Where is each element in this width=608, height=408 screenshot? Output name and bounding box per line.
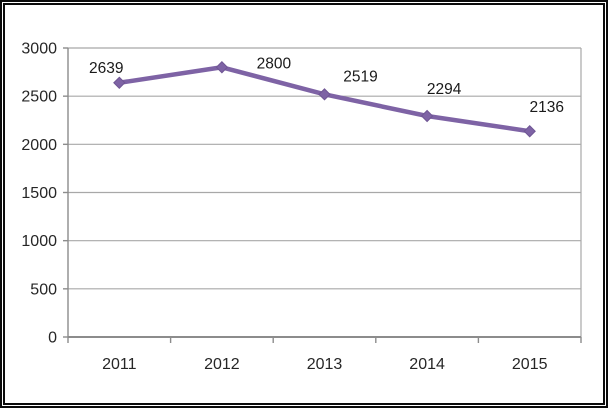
data-label: 2800 [257, 55, 292, 72]
data-label: 2519 [343, 68, 377, 85]
y-tick-label: 1500 [21, 185, 57, 202]
data-point-marker [420, 109, 434, 123]
x-tick-label: 2013 [307, 356, 343, 373]
y-tick-label: 0 [48, 330, 57, 347]
y-tick-label: 2500 [21, 89, 57, 106]
y-tick-label: 3000 [21, 41, 57, 58]
y-tick-label: 2000 [21, 137, 57, 154]
data-label: 2639 [89, 60, 123, 77]
data-label: 2136 [529, 99, 563, 116]
data-point-marker [215, 61, 229, 74]
x-tick-label: 2014 [409, 356, 445, 373]
data-point-marker [523, 125, 536, 138]
data-label: 2294 [427, 81, 462, 98]
data-point-marker [113, 76, 126, 89]
y-tick-label: 500 [30, 281, 57, 298]
x-tick-label: 2015 [512, 356, 548, 373]
y-tick-label: 1000 [21, 233, 57, 250]
x-tick-label: 2012 [204, 356, 240, 373]
x-tick-label: 2011 [102, 356, 137, 373]
data-point-marker [318, 88, 331, 101]
